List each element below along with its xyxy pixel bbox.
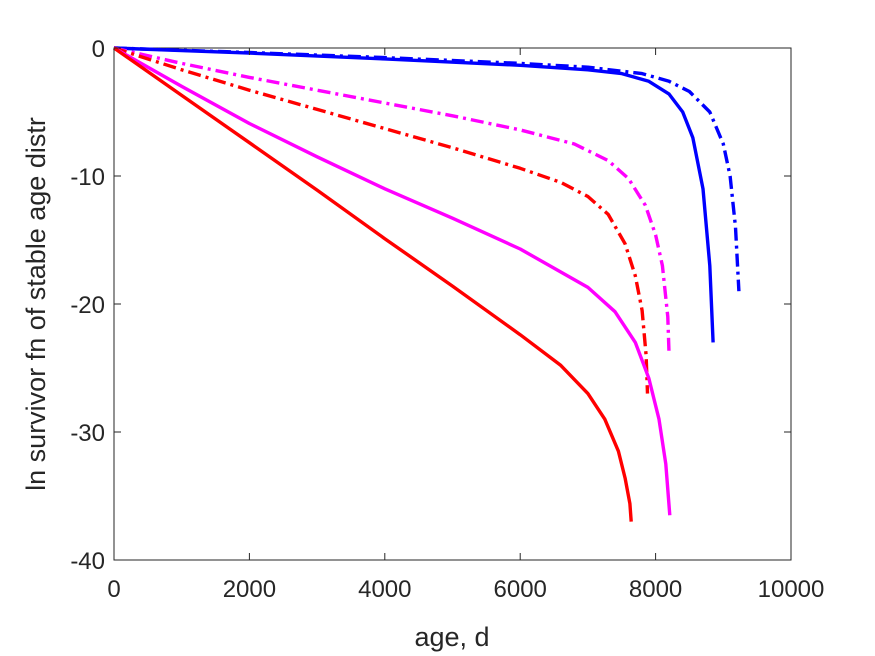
y-tick-label: -20	[70, 292, 105, 319]
x-tick-label: 0	[107, 576, 120, 603]
ticks-layer	[113, 47, 792, 561]
series-line-4	[113, 46, 650, 394]
x-axis-label: age, d	[414, 622, 489, 652]
plot-area	[113, 47, 792, 561]
series-line-6	[113, 46, 633, 522]
x-tick-label: 6000	[494, 576, 547, 603]
y-axis-label: ln survivor fn of stable age distr	[21, 117, 51, 491]
x-tick-label: 10000	[758, 576, 825, 603]
y-tick-label: -30	[70, 420, 105, 447]
x-tick-label: 8000	[629, 576, 682, 603]
y-tick-label: -10	[70, 164, 105, 191]
series-line-3	[113, 46, 671, 356]
x-tick-label: 4000	[358, 576, 411, 603]
series-layer	[113, 46, 741, 522]
series-line-2	[113, 46, 715, 343]
tick-label-layer: 0 2000 4000 6000 8000 10000 0 -10 -20 -30 -40	[70, 36, 824, 603]
x-tick-label: 2000	[223, 576, 276, 603]
y-tick-label: -40	[70, 548, 105, 575]
y-tick-label: 0	[92, 36, 105, 63]
series-line-5	[113, 46, 672, 516]
